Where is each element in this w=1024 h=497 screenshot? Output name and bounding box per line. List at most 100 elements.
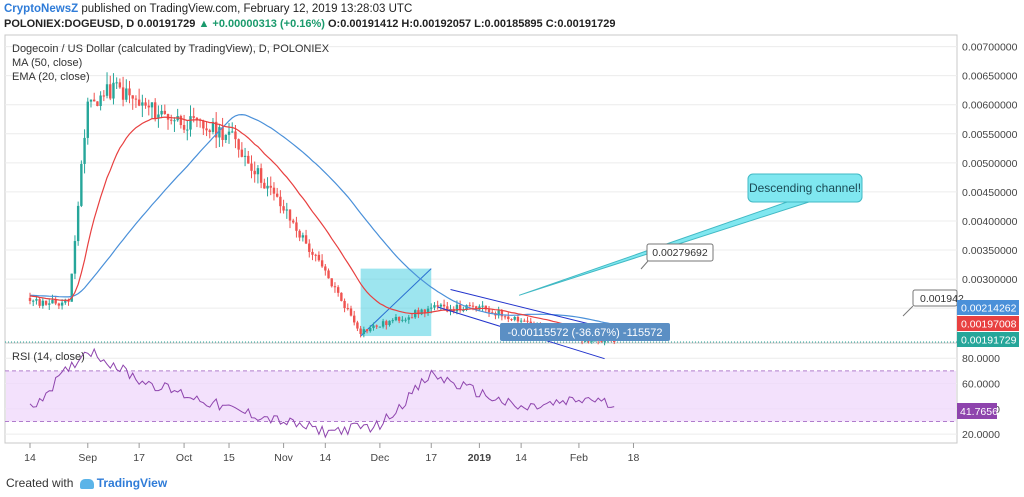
candle-body: [497, 310, 500, 316]
candle-body: [295, 222, 298, 231]
candle-body: [503, 316, 507, 318]
candle-body: [73, 241, 77, 274]
candle-body: [500, 310, 504, 317]
candle-body: [211, 121, 215, 132]
time-tick-label: 15: [223, 452, 235, 464]
ohlc-values: O:0.00191412 H:0.00192057 L:0.00185895 C…: [328, 18, 616, 30]
candle-body: [439, 304, 443, 307]
candle-body: [144, 102, 147, 106]
rsi-tick-label: 20.0000: [962, 429, 1000, 441]
rsi-tick-label: 80.0000: [962, 353, 1000, 365]
time-tick-label: Oct: [176, 452, 192, 464]
candle-body: [442, 304, 446, 307]
candle-body: [57, 303, 61, 306]
rsi-line: [29, 347, 615, 439]
candle-body: [510, 319, 513, 321]
price-badge-box: [957, 316, 1019, 331]
candle-body: [394, 316, 398, 321]
time-tick-label: 18: [628, 452, 640, 464]
candle-body: [465, 305, 468, 310]
right-label-box: [912, 289, 958, 307]
candle-body: [311, 251, 314, 255]
time-tick-label: Feb: [570, 452, 588, 464]
candle-body: [93, 99, 96, 102]
last-price: 0.00191729: [137, 18, 196, 30]
candle-body: [32, 300, 35, 302]
price-tick-label: 0.00600000: [962, 100, 1018, 112]
candle-body: [388, 320, 391, 326]
ma-line: [29, 113, 615, 325]
candle-body: [247, 155, 250, 164]
candle-body: [327, 270, 330, 279]
candle-body: [519, 320, 523, 322]
candle-body: [240, 149, 244, 157]
candle-body: [378, 326, 382, 328]
candle-body: [179, 116, 183, 126]
candle-body: [112, 82, 115, 99]
candle-body: [195, 117, 199, 120]
candle-body: [102, 95, 106, 97]
symbol: POLONIEX:DOGEUSD, D: [4, 18, 135, 30]
callout-text: Descending channel!: [749, 181, 861, 195]
candle-body: [298, 230, 301, 238]
candle-body: [356, 322, 359, 329]
candle-body: [250, 163, 253, 171]
price-badge: 0.00191729: [961, 335, 1017, 347]
candle-body: [603, 340, 606, 342]
candle-body: [266, 185, 269, 189]
candle-body: [330, 278, 333, 287]
candle-body: [381, 321, 385, 327]
candle-body: [272, 187, 276, 194]
peak-label: 0.00279692: [652, 247, 708, 259]
candle-body: [317, 254, 321, 261]
candle-body: [170, 119, 173, 121]
candle-body: [153, 102, 157, 119]
candle-body: [263, 182, 266, 189]
candle-body: [128, 88, 131, 96]
candle-body: [430, 307, 433, 309]
measure-label: -0.00115572 (-36.67%) -115572: [508, 327, 663, 339]
candle-body: [320, 260, 324, 267]
candle-body: [256, 168, 260, 175]
right-label-pointer: [902, 305, 914, 317]
candle-body: [304, 235, 308, 244]
candle-body: [523, 320, 526, 322]
candle-body: [41, 300, 45, 306]
price-tick-label: 0.00700000: [962, 42, 1018, 54]
candle-body: [292, 220, 295, 223]
created-with: Created with: [6, 476, 74, 490]
candle-body: [224, 134, 228, 140]
candle-body: [218, 127, 221, 138]
candle-body: [173, 120, 176, 122]
candle-body: [353, 315, 356, 323]
candle-body: [89, 99, 93, 102]
time-tick-label: 14: [24, 452, 36, 464]
candle-body: [83, 137, 86, 164]
price-badge: 0.00214262: [961, 303, 1017, 315]
candle-body: [125, 88, 128, 100]
candle-body: [160, 110, 163, 115]
candle-body: [375, 325, 378, 327]
price-badge: 0.00197008: [961, 319, 1017, 331]
candle-body: [141, 102, 144, 106]
candle-body: [214, 121, 218, 138]
legend-title: Dogecoin / US Dollar (calculated by Trad…: [12, 43, 330, 55]
footer: Created with TradingView: [6, 476, 167, 490]
time-tick-label: 17: [133, 452, 145, 464]
measure-diagonal: [360, 268, 432, 337]
tradingview-logo-text[interactable]: TradingView: [96, 476, 168, 490]
candle-body: [131, 95, 134, 99]
candle-body: [433, 305, 436, 308]
candle-body: [202, 120, 205, 129]
rsi-band: [6, 370, 956, 422]
candle-body: [333, 286, 337, 288]
candle-body: [51, 299, 54, 304]
legend-ema: EMA (20, close): [12, 71, 90, 83]
candle-body: [70, 273, 73, 302]
candle-body: [343, 300, 346, 309]
candle-body: [80, 163, 83, 206]
price-tick-label: 0.00400000: [962, 216, 1018, 228]
candle-body: [192, 116, 195, 118]
candle-body: [391, 320, 394, 322]
